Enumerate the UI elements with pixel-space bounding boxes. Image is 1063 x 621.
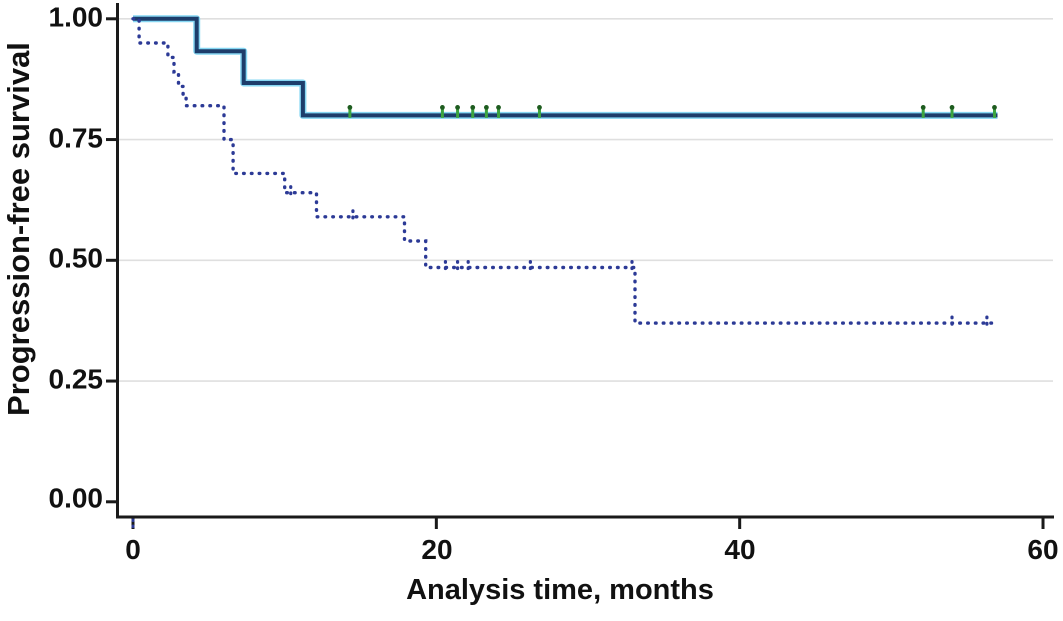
censor-cap xyxy=(920,105,926,110)
y-tick-label-1-00: 1.00 xyxy=(48,1,104,33)
censor-cap xyxy=(455,105,460,110)
x-tick-label-60: 60 xyxy=(1027,534,1059,565)
group-2-dotted-curve xyxy=(131,17,995,325)
censor-cap xyxy=(496,105,501,110)
y-tick-label-0-25: 0.25 xyxy=(48,363,104,395)
x-tick-label-20: 20 xyxy=(421,534,453,565)
group-1-solid-curve xyxy=(133,16,998,118)
censor-cap xyxy=(470,105,476,110)
x-axis-title: Analysis time, months xyxy=(406,574,714,606)
censor-cap xyxy=(483,105,489,110)
censor-cap xyxy=(440,105,445,110)
y-tick-label-0-75: 0.75 xyxy=(48,122,104,154)
censor-cap xyxy=(992,105,997,110)
x-tick-label-0: 0 xyxy=(125,534,141,565)
x-tick-label-40: 40 xyxy=(724,534,756,565)
censor-cap xyxy=(949,105,955,110)
group-1-solid-halo xyxy=(133,15,998,119)
censor-cap xyxy=(347,105,353,110)
y-tick-label-0-00: 0.00 xyxy=(48,482,104,514)
y-tick-label-0-50: 0.50 xyxy=(48,242,104,274)
censor-cap xyxy=(537,105,542,110)
